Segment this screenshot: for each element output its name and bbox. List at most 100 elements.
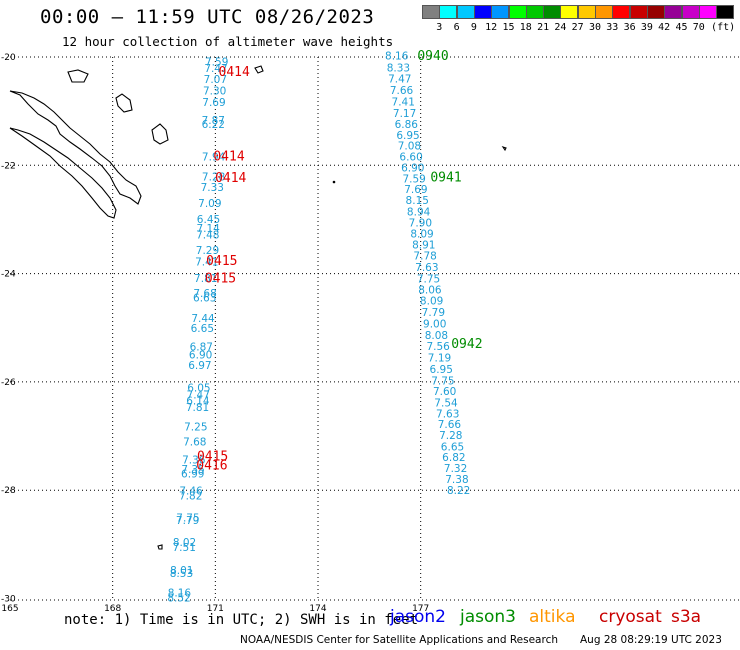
wave-height-label: 7.35 (181, 464, 204, 476)
timestamp-text: Aug 28 08:29:19 UTC 2023 (580, 634, 722, 646)
wave-height-label: 6.87 (190, 342, 213, 354)
colorbar-label: 45 (675, 22, 688, 33)
wave-height-label: 6.99 (181, 468, 204, 480)
wave-height-label: 8.52 (167, 592, 190, 604)
wave-height-label: 7.69 (202, 97, 225, 109)
lat-tick-label: -20 (1, 53, 16, 63)
wave-height-label: 7.94 (202, 152, 226, 164)
wave-height-label: 7.68 (183, 436, 206, 448)
colorbar-label: 3 (436, 22, 443, 33)
wave-height-label: 7.75 (417, 273, 440, 285)
wave-height-label: 7.07 (204, 74, 227, 86)
wave-height-label: 8.22 (447, 485, 470, 497)
wave-height-label: 7.63 (436, 408, 459, 420)
colorbar-label: 27 (571, 22, 584, 33)
colorbar-label: 33 (606, 22, 619, 33)
colorbar-swatch (716, 5, 735, 19)
colorbar-label: 15 (502, 22, 515, 33)
colorbar-swatch (612, 5, 631, 19)
lat-tick-label: -28 (1, 486, 16, 496)
island-dot (332, 180, 336, 184)
wave-height-label: 7.32 (444, 463, 467, 475)
wave-height-label: 7.38 (445, 474, 468, 486)
lon-tick-label: 177 (412, 604, 429, 614)
map-grid (10, 57, 740, 600)
legend-jason3: jason3 (460, 607, 516, 627)
wave-height-label: 8.06 (418, 284, 442, 296)
colorbar-label: 21 (537, 22, 550, 33)
lon-tick-label: 171 (207, 604, 224, 614)
colorbar-swatch (525, 5, 544, 19)
wave-height-label: 7.59 (205, 56, 228, 68)
colorbar-swatch (508, 5, 527, 19)
wave-height-label: 6.60 (399, 152, 422, 164)
legend-cryosat: cryosat (599, 607, 662, 627)
wave-height-label: 7.79 (176, 515, 199, 527)
wave-height-label: 6.22 (202, 119, 225, 131)
colorbar-label: 36 (623, 22, 636, 33)
wave-height-label: 8.01 (170, 565, 193, 577)
wave-height-label: 6.95 (396, 130, 419, 142)
wave-height-label: 6.86 (395, 119, 419, 131)
colorbar-label: 24 (554, 22, 567, 33)
wave-height-label: 7.68 (193, 288, 216, 300)
colorbar-label: 70 (692, 22, 705, 33)
wave-height-label: 8.09 (420, 296, 443, 308)
wave-height-label: 7.17 (393, 108, 416, 120)
wave-height-label: 7.19 (428, 353, 451, 365)
time-label: 0942 (451, 337, 482, 352)
page-title: 00:00 – 11:59 UTC 08/26/2023 (40, 6, 375, 28)
wave-height-label: 7.14 (196, 223, 220, 235)
time-label: 0415 (197, 450, 228, 465)
wave-height-label: 8.09 (410, 229, 433, 241)
wave-height-label: 7.41 (195, 257, 218, 269)
colorbar-label: 30 (588, 22, 602, 33)
colorbar-label: 18 (519, 22, 532, 33)
wave-height-label: 7.47 (204, 63, 227, 75)
wave-height-label: 8.94 (407, 206, 431, 218)
colorbar-swatch (577, 5, 596, 19)
legend-s3a: s3a (671, 607, 702, 627)
colorbar-swatch (543, 5, 562, 19)
wave-height-label: 7.66 (390, 85, 414, 97)
colorbar-swatch (473, 5, 492, 19)
wave-height-label: 6.65 (441, 441, 464, 453)
time-label: 0940 (417, 49, 448, 64)
coastline (9, 65, 507, 550)
wave-height-label: 6.90 (189, 349, 212, 361)
wave-height-label: 7.54 (434, 397, 458, 409)
colorbar-swatch (456, 5, 475, 19)
wave-height-label: 8.33 (387, 62, 410, 74)
wave-height-label: 6.90 (401, 162, 424, 174)
wave-height-label: 7.47 (388, 74, 411, 86)
wave-height-label: 7.87 (202, 115, 225, 127)
wave-height-label: 7.08 (398, 140, 421, 152)
track-layer: 7.597.477.077.307.697.876.227.947.287.33… (167, 49, 482, 605)
wave-height-label: 7.46 (179, 486, 203, 498)
wave-height-label: 7.41 (392, 96, 415, 108)
wave-height-label: 7.81 (194, 273, 217, 285)
time-label: 0941 (430, 171, 461, 186)
wave-height-label: 8.53 (170, 568, 193, 580)
colorbar-label: (ft) (711, 22, 736, 33)
wave-height-label: 7.79 (422, 307, 445, 319)
wave-height-label: 8.02 (173, 537, 196, 549)
wave-height-label: 7.36 (182, 454, 206, 466)
lat-tick-label: -24 (1, 270, 16, 280)
wave-height-label: 6.05 (187, 382, 210, 394)
wave-height-label: 8.16 (385, 50, 409, 62)
lon-tick-label: 168 (104, 604, 121, 614)
colorbar-swatch (681, 5, 700, 19)
wave-height-label: 7.66 (438, 419, 462, 431)
credit-text: NOAA/NESDIS Center for Satellite Applica… (240, 634, 558, 646)
colorbar-label: 12 (485, 22, 498, 33)
wave-height-label: 7.25 (184, 421, 207, 433)
colorbar-swatch (595, 5, 613, 19)
colorbar-label: 9 (470, 22, 477, 33)
wave-height-label: 7.51 (173, 542, 196, 554)
wave-height-label: 6.95 (430, 364, 453, 376)
colorbar-swatch (491, 5, 510, 19)
wave-height-label: 7.33 (201, 182, 224, 194)
wave-height-label: 7.75 (176, 512, 199, 524)
